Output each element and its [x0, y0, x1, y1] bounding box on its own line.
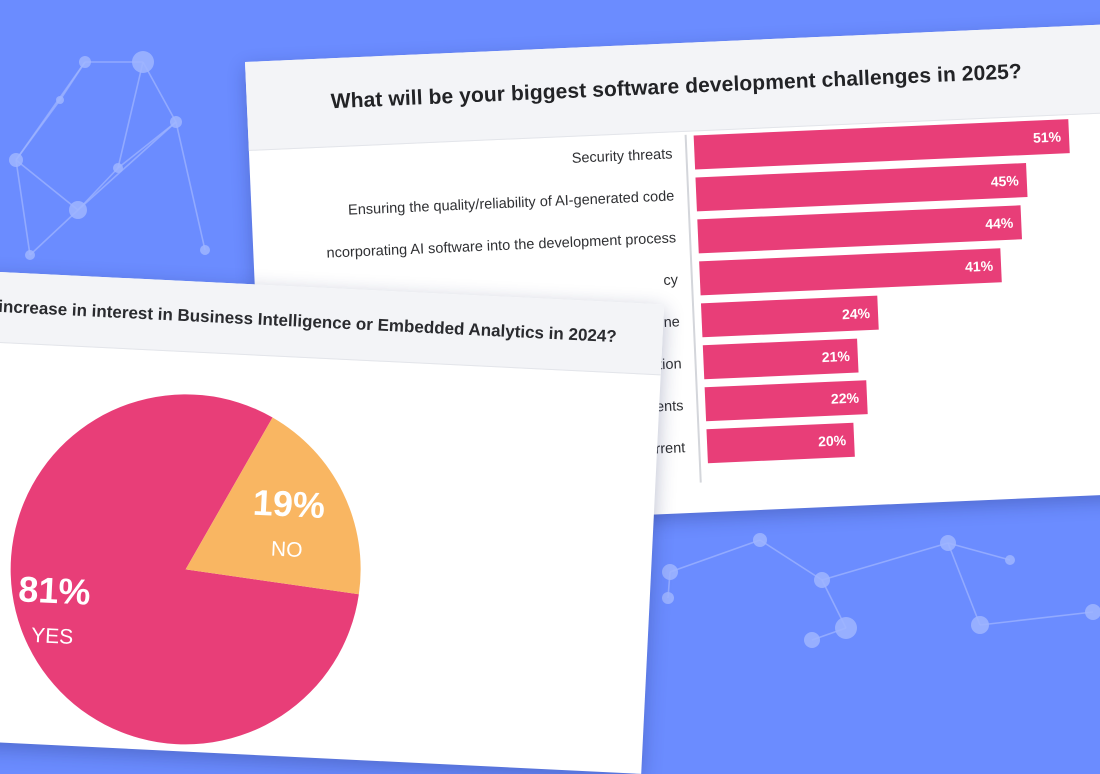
- network-edge: [979, 611, 1094, 626]
- pie-slice-value: 81%: [17, 568, 91, 612]
- bar-value-label: 41%: [965, 258, 994, 275]
- bar: [704, 380, 868, 422]
- bar-category-label: Security threats: [571, 146, 672, 166]
- bar-chart-title: What will be your biggest software devel…: [330, 60, 1023, 114]
- network-node: [835, 617, 857, 639]
- bar-category-label: Ensuring the quality/reliability of AI-g…: [348, 188, 675, 218]
- bar-value-label: 22%: [831, 390, 860, 407]
- bar-category-label: ents: [656, 398, 684, 415]
- network-node: [132, 51, 154, 73]
- pie-slice-no: [185, 417, 361, 595]
- network-edge: [759, 539, 823, 581]
- pie-slice-label: YES: [31, 624, 74, 649]
- network-node: [69, 201, 87, 219]
- bar: [706, 422, 855, 464]
- network-edge: [142, 61, 177, 123]
- bar-value-label: 51%: [1033, 128, 1062, 145]
- bar: [693, 119, 1070, 170]
- bar-category-label: rrent: [655, 440, 685, 457]
- bar: [699, 248, 1002, 296]
- network-node: [200, 245, 210, 255]
- network-node: [9, 153, 23, 167]
- network-node: [753, 533, 767, 547]
- bar-value-label: 24%: [842, 305, 871, 322]
- network-node: [25, 250, 35, 260]
- network-edge: [669, 539, 761, 573]
- bar-chart: 51% Security threats 45% Ensuring the quali…: [326, 119, 1070, 483]
- bar-value-label: 21%: [821, 348, 850, 365]
- pie-chart: 81% YES 19% NO: [10, 394, 361, 745]
- network-edge: [77, 121, 177, 211]
- network-edge: [175, 121, 206, 251]
- network-edge: [117, 61, 144, 169]
- network-background: [9, 51, 1100, 648]
- network-edge: [77, 167, 119, 211]
- network-node: [971, 616, 989, 634]
- pie-slice-yes: [10, 394, 359, 745]
- bar-category-label: cy: [663, 272, 679, 289]
- bar-value-label: 20%: [818, 432, 847, 449]
- network-edge: [15, 99, 61, 161]
- bar-value-label: 44%: [985, 215, 1014, 232]
- network-node: [814, 572, 830, 588]
- bar-category-label: ncorporating AI software into the develo…: [326, 230, 676, 261]
- network-node: [79, 56, 91, 68]
- network-edge: [29, 209, 79, 256]
- bar: [700, 295, 879, 338]
- network-node: [170, 116, 182, 128]
- bar-value-label: 45%: [990, 172, 1019, 189]
- network-node: [1085, 604, 1100, 620]
- network-node: [56, 96, 64, 104]
- pie-chart-card: increase in interest in Business Intelli…: [0, 270, 665, 774]
- network-edge: [947, 542, 1011, 561]
- network-node: [113, 163, 123, 173]
- network-edge: [821, 542, 949, 581]
- bar: [697, 205, 1023, 254]
- bar: [702, 338, 859, 380]
- network-node: [662, 564, 678, 580]
- bar-chart-axis: [684, 134, 702, 483]
- network-edge: [15, 159, 79, 211]
- bar: [695, 163, 1028, 212]
- bar-chart-card: What will be your biggest software devel…: [245, 23, 1100, 532]
- pie-slice-value: 19%: [252, 482, 326, 526]
- pie-slice-label: NO: [270, 538, 303, 563]
- pie-chart-title: increase in interest in Business Intelli…: [0, 296, 618, 347]
- network-node: [940, 535, 956, 551]
- network-node: [662, 592, 674, 604]
- network-node: [1005, 555, 1015, 565]
- network-node: [804, 632, 820, 648]
- network-edge: [947, 542, 981, 626]
- network-edge: [117, 121, 177, 169]
- network-edge: [15, 159, 31, 256]
